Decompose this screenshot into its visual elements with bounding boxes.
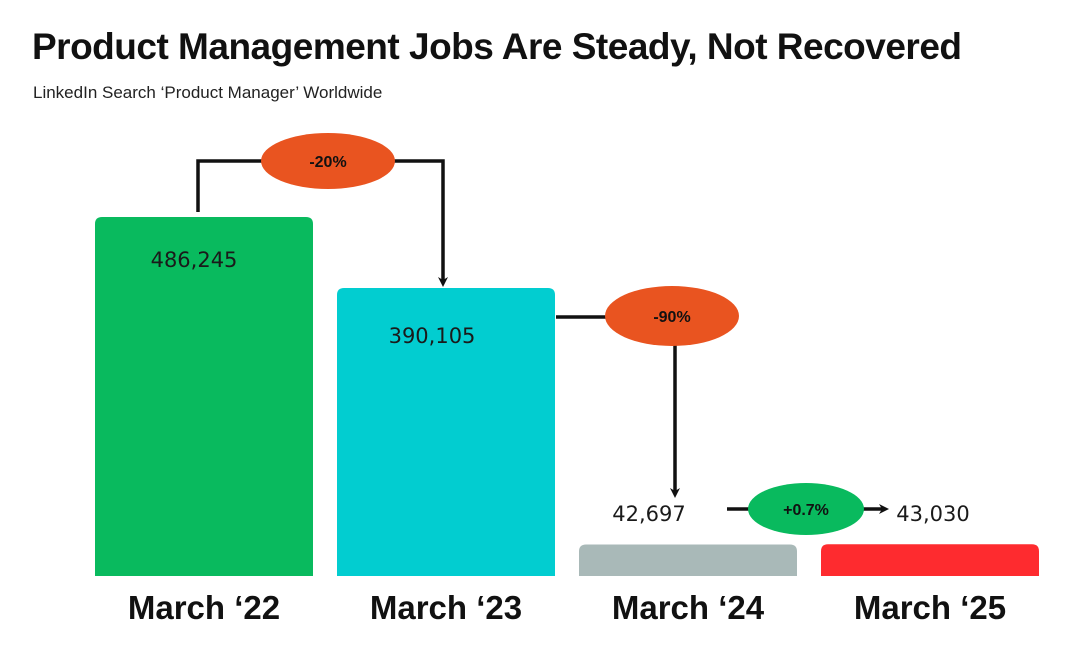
category-label-2: March ‘23: [370, 589, 522, 626]
value-label-4: 43,030: [896, 502, 969, 526]
bar-1: [95, 217, 313, 576]
change-label-2: -90%: [653, 309, 690, 326]
value-label-3: 42,697: [612, 502, 685, 526]
bars-layer: [95, 217, 1039, 576]
category-label-3: March ‘24: [612, 589, 765, 626]
change-pill-3: [748, 483, 864, 535]
category-label-1: March ‘22: [128, 589, 280, 626]
bar-2: [337, 287, 555, 576]
labels-layer: March ‘22 March ‘23 March ‘24 March ‘25 486,…: [128, 248, 1006, 626]
chart-title: Product Management Jobs Are Steady, Not …: [32, 26, 962, 67]
change-label-1: -20%: [309, 154, 346, 171]
chart-subtitle: LinkedIn Search ‘Product Manager’ Worldw…: [33, 83, 383, 102]
value-label-1: 486,245: [151, 248, 238, 272]
connectors-layer: -20% -90% +0.7%: [196, 133, 889, 535]
bar-4: [821, 544, 1039, 576]
bar-3: [579, 544, 797, 576]
change-pill-1: [261, 133, 395, 189]
change-pill-2: [605, 286, 739, 346]
value-label-2: 390,105: [389, 324, 476, 348]
category-label-4: March ‘25: [854, 589, 1006, 626]
change-label-3: +0.7%: [783, 502, 829, 519]
